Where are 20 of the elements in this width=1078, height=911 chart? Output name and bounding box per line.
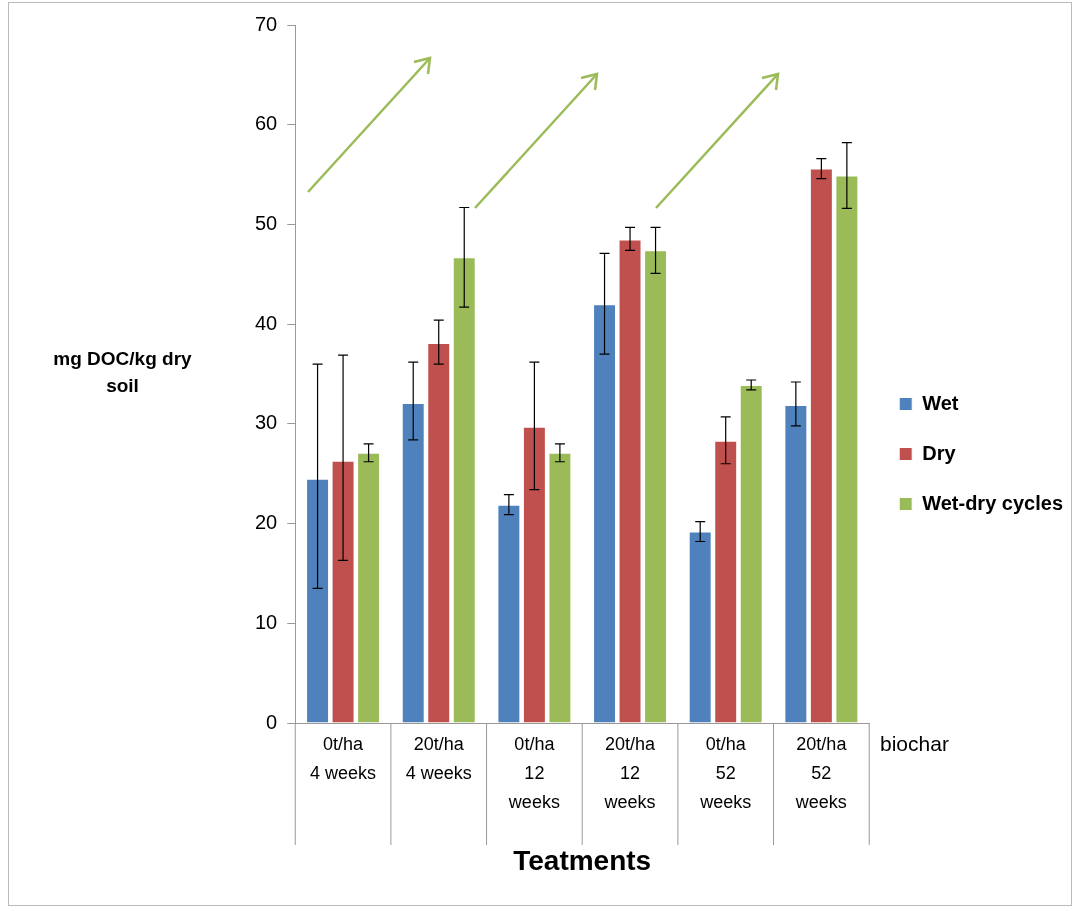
x-axis-title: Teatments [513, 844, 652, 876]
y-tick-label: 30 [255, 411, 278, 434]
x-tick-label: 0t/ha 12 weeks [507, 734, 560, 812]
y-tick-label: 20 [255, 511, 278, 534]
y-tick-label: 10 [255, 610, 278, 633]
x-tick-label: 20t/ha 52 weeks [794, 734, 848, 812]
x-tick-label: 0t/ha 4 weeks [310, 734, 377, 784]
text: biochar [880, 732, 949, 756]
legend-label: Wet-dry cycles [922, 491, 1063, 514]
y-tick-label: 70 [255, 12, 278, 35]
legend-label: Wet [922, 391, 959, 414]
legend-label: Dry [922, 441, 957, 464]
x-tick-label: 20t/ha 12 weeks [603, 734, 657, 812]
y-tick-label: 50 [255, 211, 278, 234]
y-tick-label: 60 [255, 112, 278, 135]
y-axis-title: mg DOC/kg dry soil [52, 347, 193, 398]
x-tick-label: 0t/ha 52 weeks [699, 734, 752, 812]
y-tick-label: 0 [266, 710, 278, 733]
y-tick-label: 40 [255, 311, 278, 334]
x-tick-label: 20t/ha 4 weeks [405, 734, 472, 784]
